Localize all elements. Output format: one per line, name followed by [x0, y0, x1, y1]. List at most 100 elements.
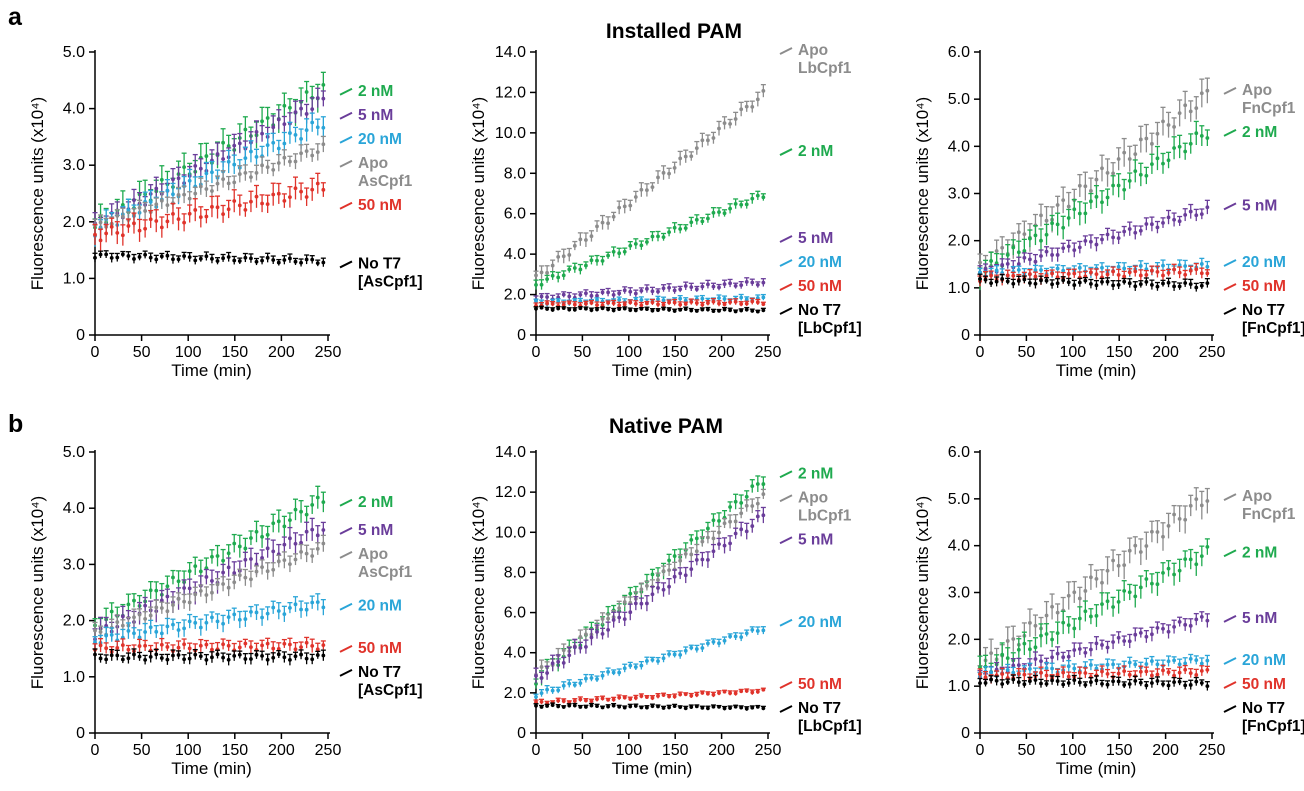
series-label-text: 2 nM — [358, 83, 393, 100]
data-point — [733, 117, 738, 121]
series-label-dash — [339, 526, 353, 535]
data-point — [656, 578, 660, 582]
data-point — [1077, 647, 1082, 651]
data-point — [221, 256, 225, 261]
data-point — [193, 592, 198, 597]
data-point — [232, 612, 237, 617]
data-point — [271, 605, 276, 610]
data-point — [1161, 668, 1165, 673]
series-label-dash — [779, 618, 793, 627]
data-point — [176, 176, 181, 181]
data-point — [1116, 679, 1121, 684]
data-point — [154, 588, 159, 593]
data-point — [595, 704, 599, 708]
data-point — [1166, 123, 1171, 127]
data-point — [204, 154, 209, 158]
data-point — [717, 518, 721, 523]
series-label-5-nm: 5 nM — [339, 522, 393, 539]
data-point — [165, 584, 170, 589]
data-point — [1094, 576, 1099, 581]
series-label-text: 5 nM — [798, 230, 833, 247]
data-point — [1138, 630, 1143, 635]
x-tick-label: 100 — [615, 344, 642, 361]
data-point — [204, 593, 209, 597]
data-point — [254, 259, 259, 264]
data-point — [1083, 211, 1088, 216]
data-point — [722, 706, 727, 711]
data-point — [1055, 672, 1060, 677]
data-point — [226, 255, 231, 259]
data-point — [1144, 173, 1149, 178]
data-point — [678, 558, 683, 563]
data-point — [282, 641, 287, 646]
data-point — [595, 298, 599, 302]
data-point — [683, 551, 688, 556]
data-point — [226, 159, 231, 164]
series-label-5-nm: 5 nM — [339, 107, 393, 124]
data-point — [689, 567, 694, 572]
data-point — [1055, 203, 1060, 207]
data-point — [260, 653, 264, 658]
data-point — [639, 663, 644, 668]
data-point — [633, 308, 638, 313]
data-point — [321, 125, 326, 130]
data-point — [226, 551, 231, 556]
data-point — [265, 641, 270, 646]
data-point — [1061, 620, 1066, 625]
data-point — [115, 646, 120, 650]
data-point — [288, 159, 292, 164]
data-point — [656, 175, 660, 180]
y-axis-label: Fluorescence units (x10⁴) — [469, 496, 488, 689]
data-point — [321, 96, 326, 101]
data-point — [633, 195, 638, 199]
data-point — [744, 706, 749, 711]
data-point — [683, 226, 688, 231]
data-point — [1183, 212, 1188, 217]
x-tick-label: 50 — [133, 742, 151, 759]
data-point — [572, 645, 577, 649]
data-point — [204, 187, 209, 191]
data-point — [556, 688, 561, 693]
series-label-dash — [1223, 128, 1237, 137]
data-point — [249, 577, 253, 582]
data-point — [1150, 268, 1154, 273]
data-point — [165, 253, 170, 258]
data-point — [622, 617, 627, 622]
data-point — [628, 610, 633, 615]
data-point — [304, 257, 309, 262]
data-point — [545, 671, 549, 675]
series-label-text: 2 nM — [1242, 544, 1277, 561]
series-points — [977, 664, 1210, 684]
data-point — [315, 125, 320, 130]
data-point — [265, 546, 270, 551]
x-tick-label: 250 — [755, 344, 782, 361]
data-point — [1094, 194, 1099, 199]
x-tick-label: 250 — [755, 742, 782, 759]
data-point — [165, 624, 170, 629]
data-point — [678, 287, 683, 292]
data-point — [606, 704, 610, 709]
y-tick-label: 4.0 — [948, 138, 970, 155]
data-point — [204, 171, 209, 176]
data-point — [706, 535, 710, 540]
data-point — [1077, 183, 1082, 188]
y-tick-label: 0 — [517, 725, 526, 742]
series-label-text: 20 nM — [798, 614, 842, 631]
data-point — [689, 154, 694, 159]
data-point — [221, 212, 225, 217]
series-2-nm — [977, 120, 1210, 291]
series-label-20-nm: 20 nM — [779, 614, 842, 631]
data-point — [1066, 244, 1071, 249]
data-point — [728, 308, 732, 313]
x-tick-label: 50 — [574, 742, 592, 759]
data-point — [293, 159, 298, 164]
data-point — [755, 282, 760, 287]
data-point — [611, 308, 616, 313]
data-point — [1199, 133, 1204, 138]
data-point — [288, 606, 292, 610]
series-20-nm — [92, 593, 326, 651]
data-point — [1205, 499, 1210, 503]
data-point — [1044, 249, 1049, 254]
y-tick-label: 1.0 — [948, 280, 970, 297]
data-point — [282, 258, 287, 262]
